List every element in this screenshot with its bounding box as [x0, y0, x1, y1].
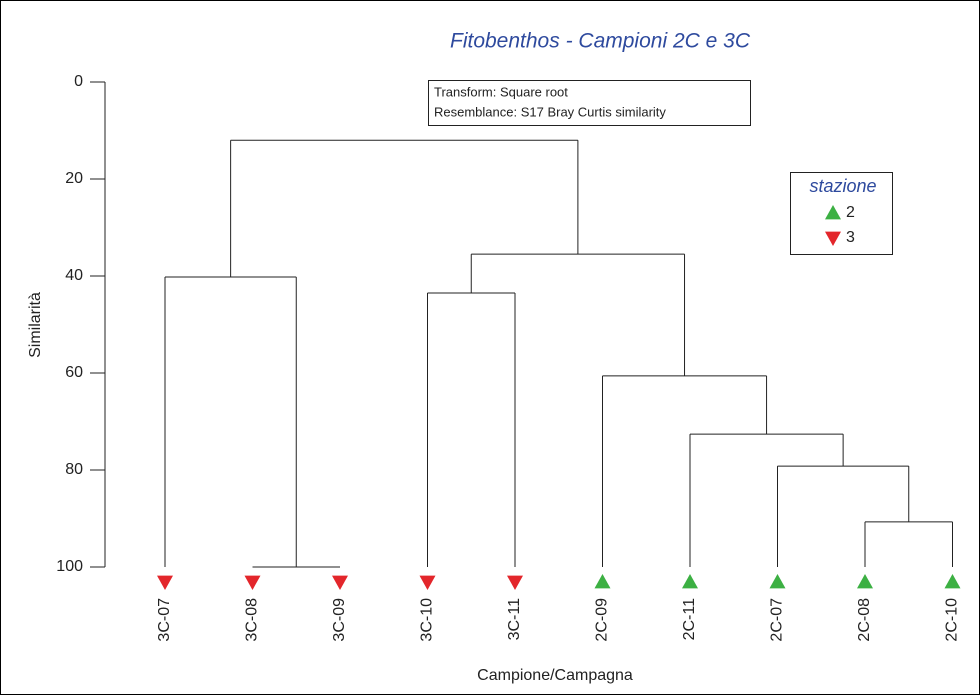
y-tick-label: 40	[65, 267, 83, 284]
x-tick-label: 3C-10	[419, 598, 436, 642]
x-tick-label: 2C-09	[594, 598, 611, 642]
x-tick-label: 2C-11	[681, 598, 698, 640]
annotation: Resemblance: S17 Bray Curtis similarity	[434, 104, 666, 119]
y-tick-label: 80	[65, 461, 83, 478]
x-tick-label: 2C-08	[856, 598, 873, 642]
leaf-marker	[419, 575, 436, 590]
y-tick-label: 20	[65, 170, 83, 187]
chart-title: Fitobenthos - Campioni 2C e 3C	[450, 30, 751, 53]
leaf-marker	[594, 574, 611, 589]
x-tick-label: 3C-11	[506, 598, 523, 640]
leaf-marker	[507, 575, 523, 590]
legend-marker	[825, 231, 841, 246]
legend-box	[790, 172, 893, 255]
legend-title: stazione	[809, 176, 876, 196]
legend-label: 3	[846, 229, 855, 246]
legend-label: 2	[846, 204, 855, 221]
x-tick-label: 3C-07	[156, 598, 173, 642]
x-tick-label: 2C-10	[944, 598, 961, 642]
leaf-marker	[244, 575, 261, 590]
leaf-marker	[157, 575, 173, 590]
leaf-marker	[682, 574, 698, 589]
x-tick-label: 3C-09	[331, 598, 348, 642]
y-axis-label: Similarità	[27, 292, 44, 358]
leaf-marker	[857, 574, 873, 589]
x-tick-label: 2C-07	[769, 598, 786, 642]
leaf-marker	[332, 575, 348, 590]
annotation-box	[428, 80, 751, 126]
x-axis-label: Campione/Campagna	[477, 667, 633, 684]
legend-marker	[825, 205, 841, 220]
annotation: Transform: Square root	[434, 84, 568, 99]
leaf-marker	[944, 574, 961, 589]
leaf-marker	[769, 574, 786, 589]
y-tick-label: 60	[65, 364, 83, 381]
y-tick-label: 100	[56, 558, 83, 575]
y-tick-label: 0	[74, 73, 83, 90]
x-tick-label: 3C-08	[244, 598, 261, 642]
